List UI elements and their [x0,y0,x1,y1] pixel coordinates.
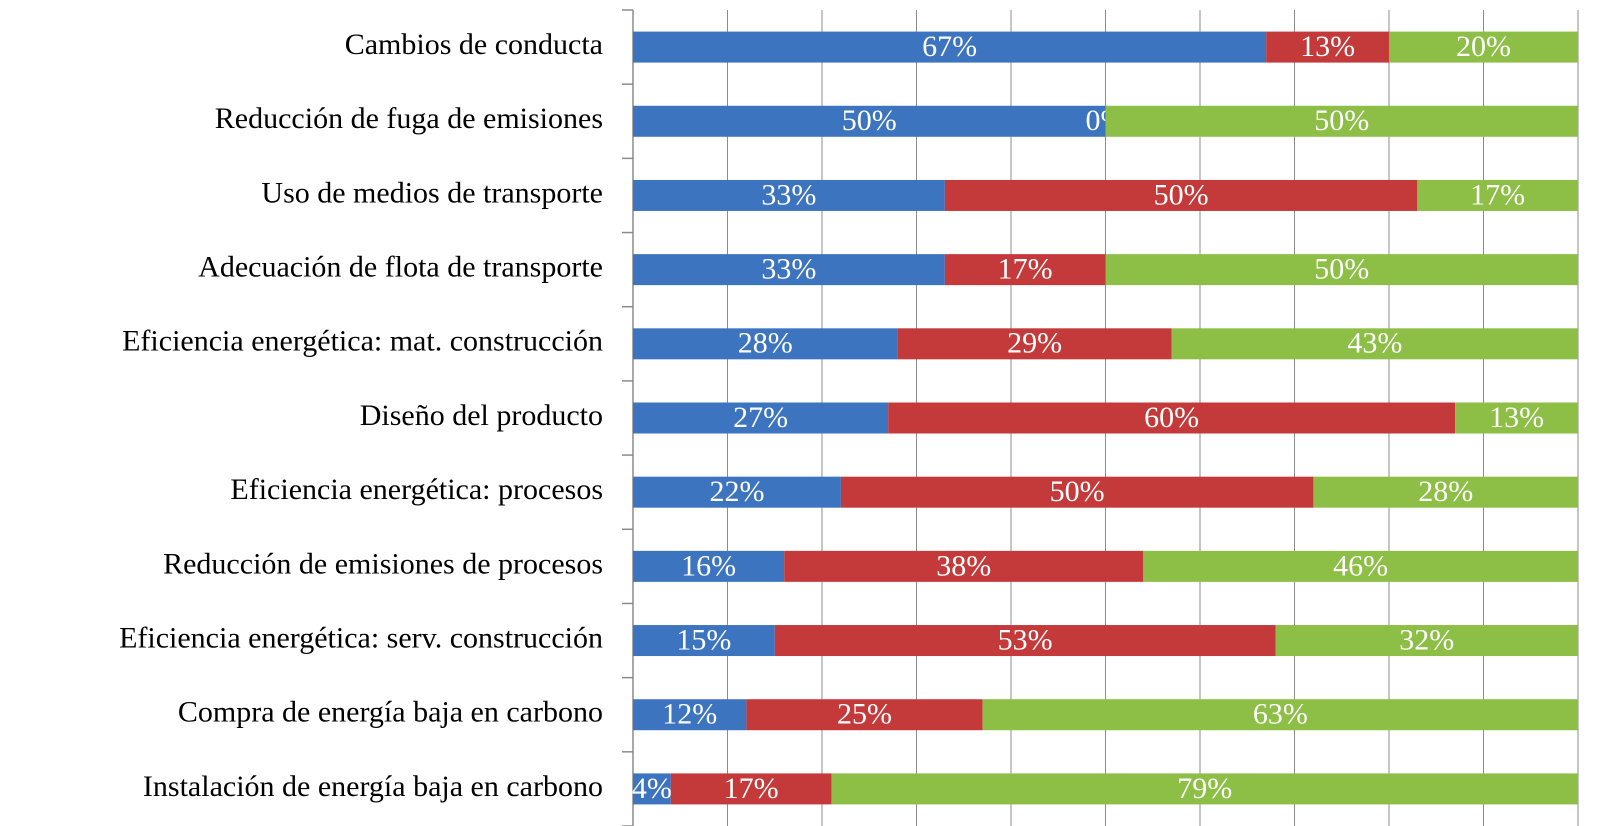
value-label: 38% [936,549,991,582]
value-label: 46% [1333,549,1388,582]
value-label: 22% [709,475,764,508]
y-tick-label: Instalación de energía baja en carbono [143,770,603,803]
value-label: 17% [998,253,1053,286]
bar-segment [633,625,775,657]
value-label: 17% [724,772,779,805]
value-label: 28% [1418,475,1473,508]
value-label: 53% [998,623,1053,656]
value-label: 29% [1007,327,1062,360]
bar-segment [1171,328,1578,360]
value-label: 50% [842,104,897,137]
bar-segment [633,773,671,805]
bar-segment [840,476,1314,508]
bar-segment [633,179,945,211]
bar-segment [831,773,1578,805]
bar-segment [746,699,983,731]
value-label: 25% [837,698,892,731]
y-tick-label: Uso de medios de transporte [261,176,603,209]
value-label: 13% [1489,401,1544,434]
bar-segment [1313,476,1578,508]
bar-segment [1143,550,1578,582]
y-tick-label: Eficiencia energética: serv. construcció… [119,621,603,654]
value-label: 12% [662,698,717,731]
value-label: 17% [1470,178,1525,211]
value-label: 50% [1314,253,1369,286]
bar-segment [633,31,1267,63]
bar-segment [1266,31,1389,63]
value-label: 67% [922,30,977,63]
bar-segment [1389,31,1578,63]
value-label: 33% [761,253,816,286]
value-label: 27% [733,401,788,434]
value-label: 50% [1050,475,1105,508]
value-label: 33% [761,178,816,211]
value-label: 4% [632,772,672,805]
value-label: 15% [676,623,731,656]
bar-segment [897,328,1172,360]
bar-segment [633,105,1106,137]
bar-segment [888,402,1456,434]
y-tick-label: Diseño del producto [360,399,603,432]
value-label: 28% [738,327,793,360]
y-tick-label: Adecuación de flota de transporte [198,251,603,284]
bar-segment [633,402,889,434]
value-label: 16% [681,549,736,582]
y-tick-label: Compra de energía baja en carbono [178,696,603,729]
bar-segment [774,625,1276,657]
bar-segment [982,699,1578,731]
y-tick-label: Reducción de emisiones de procesos [163,547,603,580]
bar-segment [633,328,898,360]
y-tick-label: Eficiencia energética: mat. construcción [122,325,603,358]
value-label: 43% [1347,327,1402,360]
bar-segment [633,476,841,508]
bar-segment [633,254,945,286]
bar-segment [784,550,1144,582]
value-label: 20% [1456,30,1511,63]
value-label: 32% [1399,623,1454,656]
value-label: 79% [1177,772,1232,805]
bar-segment [1275,625,1578,657]
bar-segment [1417,179,1578,211]
bar-segment [1105,254,1578,286]
value-label: 60% [1144,401,1199,434]
bar-segment [1105,105,1578,137]
y-tick-label: Cambios de conducta [345,28,603,61]
bar-segment [1455,402,1578,434]
value-label: 50% [1154,178,1209,211]
bar-segment [944,254,1106,286]
bar-segment [633,550,785,582]
value-label: 50% [1314,104,1369,137]
value-label: 13% [1300,30,1355,63]
y-tick-label: Eficiencia energética: procesos [230,473,603,506]
value-label: 63% [1253,698,1308,731]
bar-segment [944,179,1418,211]
y-tick-label: Reducción de fuga de emisiones [215,102,603,135]
bar-segment [670,773,832,805]
bar-segment [633,699,747,731]
